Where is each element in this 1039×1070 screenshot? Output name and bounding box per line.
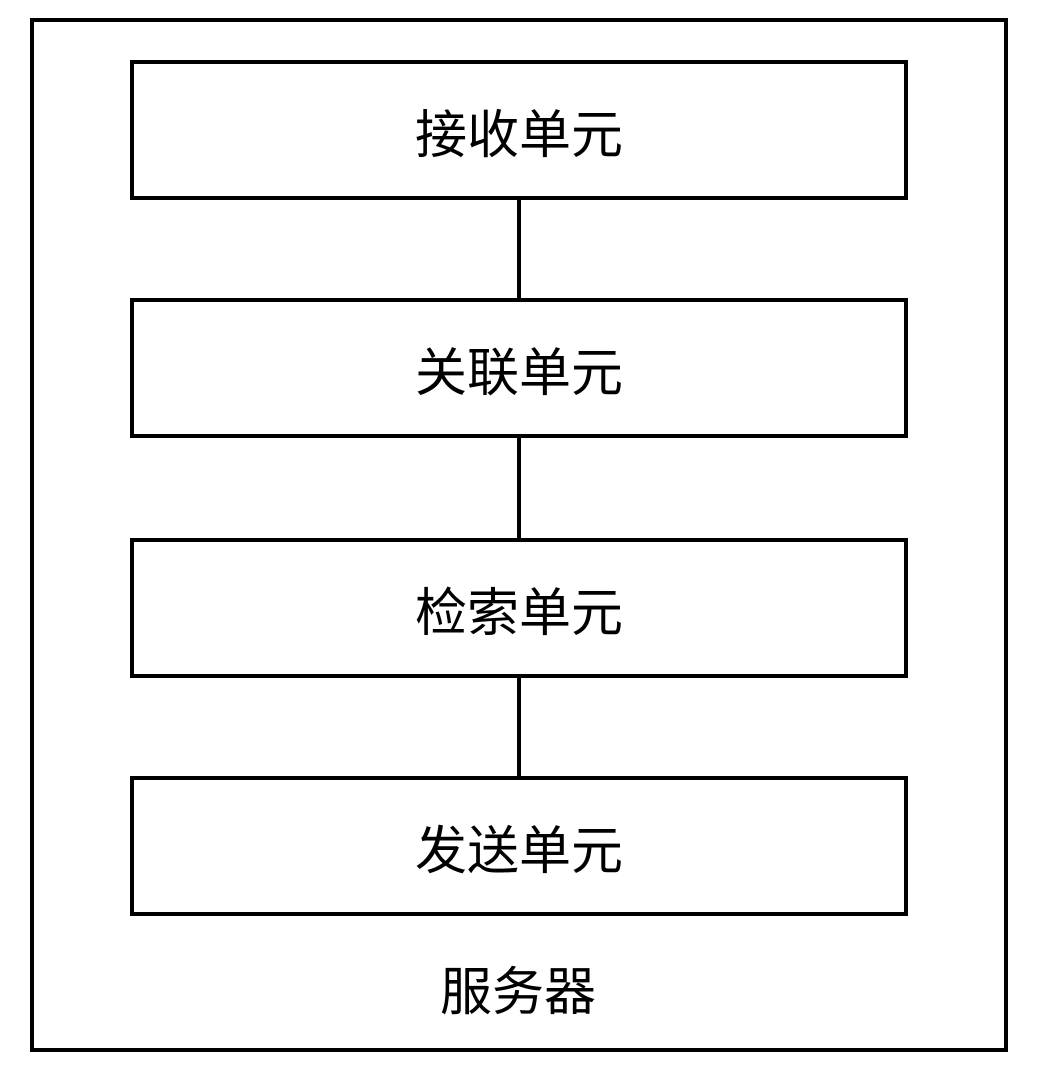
receive-unit-box: 接收单元	[130, 60, 908, 200]
send-unit-label: 发送单元	[415, 809, 623, 884]
connector-1	[517, 200, 521, 298]
server-label: 服务器	[440, 950, 596, 1025]
associate-unit-box: 关联单元	[130, 298, 908, 438]
receive-unit-label: 接收单元	[415, 93, 623, 168]
retrieve-unit-box: 检索单元	[130, 538, 908, 678]
connector-2	[517, 438, 521, 538]
retrieve-unit-label: 检索单元	[415, 571, 623, 646]
send-unit-box: 发送单元	[130, 776, 908, 916]
connector-3	[517, 678, 521, 776]
associate-unit-label: 关联单元	[415, 331, 623, 406]
